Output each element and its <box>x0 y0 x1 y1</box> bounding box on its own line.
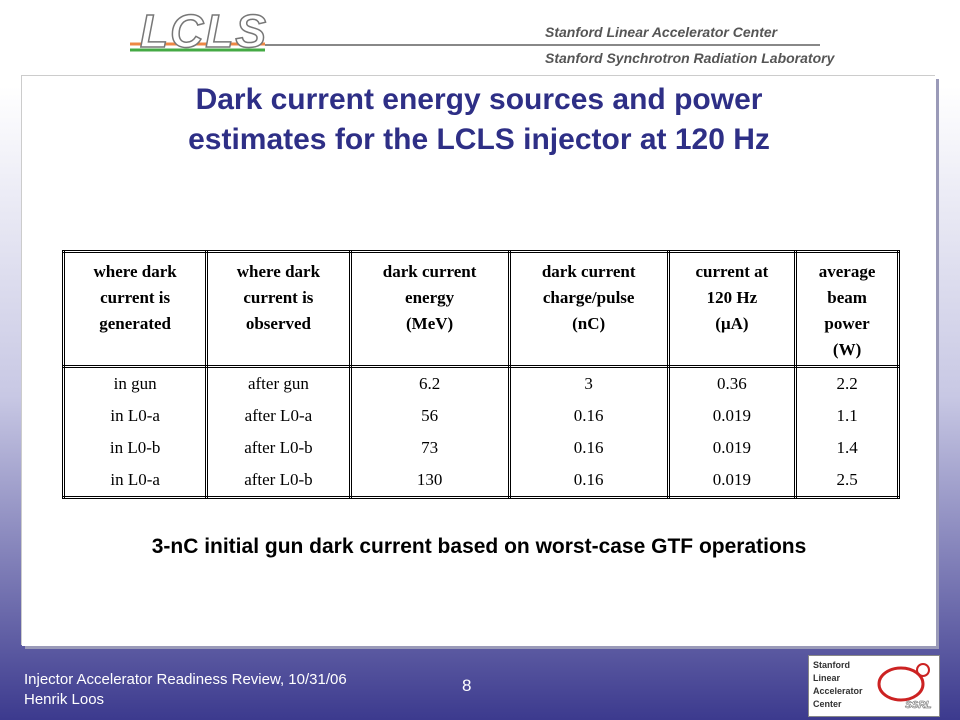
logo: LCLS <box>139 4 269 58</box>
table-cell: 0.36 <box>666 365 798 400</box>
table-cell: after L0-b <box>205 432 352 464</box>
badge-text: Center <box>813 699 842 709</box>
table-cell: 0.16 <box>507 400 670 432</box>
table-row: in L0-b after L0-b 73 0.16 0.019 1.4 <box>61 432 900 464</box>
header-line: current is <box>100 288 171 307</box>
header-line: (nC) <box>572 314 606 333</box>
table-cell: 0.16 <box>507 432 670 464</box>
table-cell: after gun <box>205 365 352 400</box>
table-cell: 0.019 <box>666 400 798 432</box>
footer-text: Henrik Loos <box>24 691 105 708</box>
header-line: (MeV) <box>405 314 454 333</box>
org-name: Stanford Synchrotron Radiation Laborator… <box>545 50 835 66</box>
header-cell: where dark current is observed <box>205 250 352 368</box>
badge: Stanford Linear Accelerator Center SSRL <box>808 655 940 717</box>
badge-text: Linear <box>813 673 841 683</box>
table-cell: 2.2 <box>794 365 900 400</box>
data-table: where dark current is generated where dark c… <box>61 250 900 499</box>
table-cell: 2.5 <box>794 464 900 499</box>
header-line: power <box>824 314 870 333</box>
badge-text: Stanford <box>813 660 850 670</box>
note: 3-nC initial gun dark current based on w… <box>151 535 807 558</box>
table-cell: 0.16 <box>507 464 670 499</box>
header-cell: average beam power (W) <box>794 250 900 368</box>
header-line: dark current <box>541 262 636 281</box>
header-line: beam <box>827 288 867 307</box>
table-row: in L0-a after L0-a 56 0.16 0.019 1.1 <box>61 400 900 432</box>
badge-text: SSRL <box>905 700 932 712</box>
table-cell: in L0-b <box>61 432 209 464</box>
table-cell: 0.019 <box>666 464 798 499</box>
header-line: where dark <box>236 262 321 281</box>
header-line: 120 Hz <box>706 288 758 307</box>
table-cell: 0.019 <box>666 432 798 464</box>
header-band <box>0 0 960 72</box>
table-row: in L0-a after L0-b 130 0.16 0.019 2.5 <box>61 464 900 499</box>
header-cell: dark current energy (MeV) <box>348 250 511 368</box>
header-line: generated <box>99 314 172 333</box>
table-cell: in L0-a <box>61 464 209 499</box>
header-line: (W) <box>832 340 862 359</box>
table-cell: 73 <box>348 432 511 464</box>
table-row: in gun after gun 6.2 3 0.36 2.2 <box>61 365 900 400</box>
table-cell: 6.2 <box>348 365 511 400</box>
header-line: average <box>818 262 876 281</box>
header-line: dark current <box>382 262 477 281</box>
table-cell: 3 <box>507 365 670 400</box>
header-cell: current at 120 Hz (μA) <box>666 250 798 368</box>
footer-text: Injector Accelerator Readiness Review, 1… <box>24 671 347 688</box>
header-lines <box>130 42 820 52</box>
header-line: energy <box>405 288 455 307</box>
header-cell: dark current charge/pulse (nC) <box>507 250 670 368</box>
table-cell: 1.4 <box>794 432 900 464</box>
header-line: observed <box>245 314 311 333</box>
table-cell: in L0-a <box>61 400 209 432</box>
page-number: 8 <box>462 676 472 695</box>
table-cell: after L0-a <box>205 400 352 432</box>
header-line: where dark <box>93 262 177 281</box>
table-cell: 130 <box>348 464 511 499</box>
slide-title: Dark current energy sources and power es… <box>22 80 936 160</box>
title-line: Dark current energy sources and power <box>195 83 763 116</box>
title-line: estimates for the LCLS injector at 120 H… <box>188 123 770 156</box>
header-line: current is <box>243 288 314 307</box>
table-cell: after L0-b <box>205 464 352 499</box>
header-cell: where dark current is generated <box>61 250 209 368</box>
table-cell: in gun <box>61 365 209 400</box>
table-cell: 56 <box>348 400 511 432</box>
badge-icon <box>877 663 930 702</box>
header-line: charge/pulse <box>542 288 635 307</box>
badge-text: Accelerator <box>813 686 863 696</box>
org-name: Stanford Linear Accelerator Center <box>545 24 778 40</box>
table-cell: 1.1 <box>794 400 900 432</box>
header-line: (μA) <box>715 314 749 333</box>
header-line: current at <box>695 262 769 281</box>
